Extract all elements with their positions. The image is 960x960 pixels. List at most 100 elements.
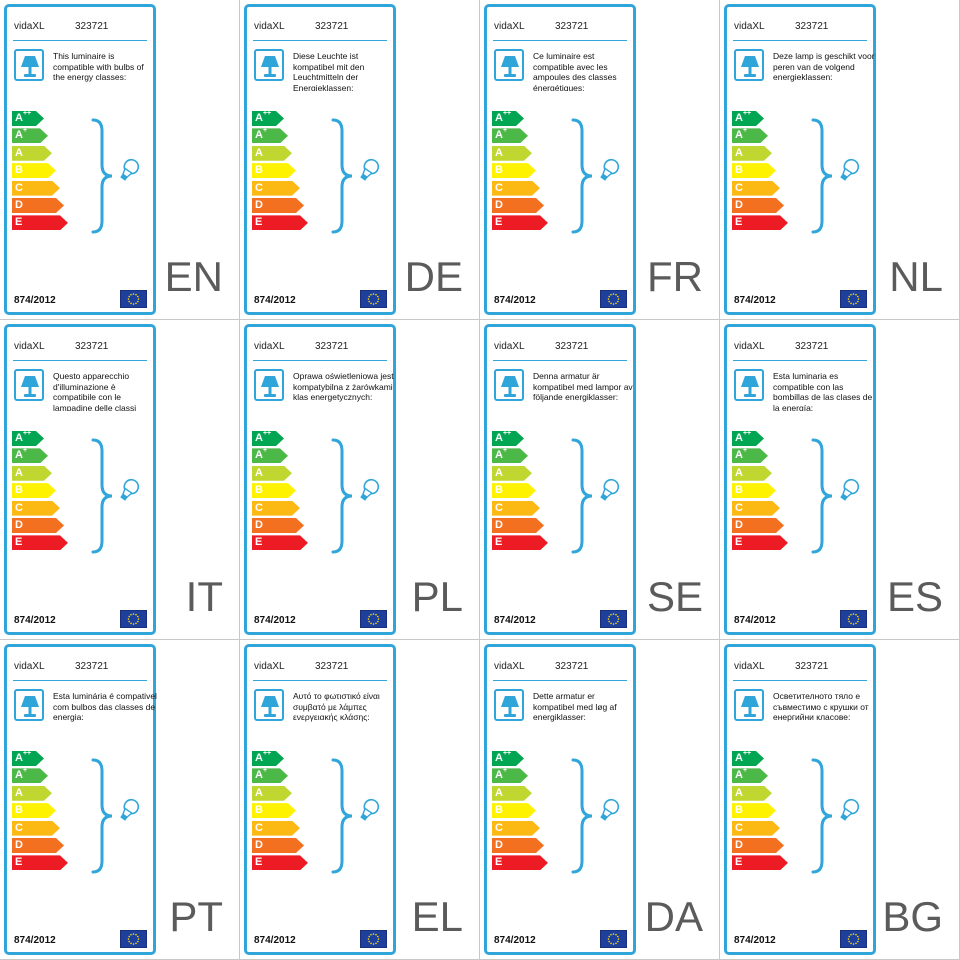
energy-class-arrow: A++ xyxy=(732,431,764,446)
energy-class-letter: B xyxy=(255,804,263,817)
energy-class-arrow: A++ xyxy=(732,751,764,766)
brand-name: vidaXL xyxy=(254,341,285,352)
table-lamp-icon xyxy=(14,689,44,721)
light-bulb-icon xyxy=(595,157,625,188)
language-code: ES xyxy=(886,573,943,620)
energy-class-letter: A xyxy=(15,432,23,444)
energy-label-card: vidaXL 323721 Deze lamp is geschikt voor p… xyxy=(724,4,876,315)
energy-class-arrow: C xyxy=(732,821,780,836)
language-code: SE xyxy=(646,573,703,620)
energy-class-plus: ++ xyxy=(262,110,272,117)
label-cell-se: vidaXL 323721 Denna armatur är kompatibel … xyxy=(480,320,720,640)
eu-flag-icon xyxy=(120,610,147,628)
energy-label-card: vidaXL 323721 This luminaire is compatible… xyxy=(4,4,156,315)
header-divider xyxy=(253,680,387,681)
header-divider xyxy=(253,360,387,361)
energy-class-arrow: C xyxy=(252,821,300,836)
eu-flag-icon xyxy=(120,290,147,308)
energy-class-letter: A xyxy=(495,112,503,124)
energy-class-letter: A xyxy=(255,769,263,782)
energy-class-letter: A xyxy=(735,146,743,159)
energy-class-arrow: C xyxy=(12,821,60,836)
light-bulb-icon xyxy=(835,157,865,188)
brand-name: vidaXL xyxy=(494,21,525,32)
energy-class-arrow: A xyxy=(252,786,292,801)
eu-flag-icon xyxy=(600,610,627,628)
energy-class-letter: A xyxy=(255,752,263,764)
light-bulb-icon xyxy=(115,477,145,508)
energy-class-letter: A xyxy=(495,146,503,159)
energy-class-letter: A xyxy=(255,786,263,799)
energy-class-letter: E xyxy=(735,536,743,549)
energy-class-arrow: C xyxy=(732,501,780,516)
brand-name: vidaXL xyxy=(494,661,525,672)
light-bulb-icon xyxy=(835,797,865,828)
energy-class-scale: A++ A+ A B C D E xyxy=(12,431,72,561)
model-number: 323721 xyxy=(795,661,829,672)
energy-class-letter: B xyxy=(495,164,503,177)
header-divider xyxy=(13,680,147,681)
energy-class-letter: B xyxy=(495,804,503,817)
model-number: 323721 xyxy=(555,661,589,672)
compatibility-text: Ce luminaire est compatible avec les amp… xyxy=(533,51,617,91)
energy-class-arrow: A+ xyxy=(732,768,768,783)
energy-class-arrow: E xyxy=(12,855,68,870)
energy-class-letter: A xyxy=(735,432,743,444)
energy-class-arrow: E xyxy=(492,535,548,550)
energy-class-arrow: A++ xyxy=(252,431,284,446)
energy-class-plus: ++ xyxy=(502,750,512,757)
energy-class-letter: A xyxy=(15,129,23,142)
energy-class-plus: + xyxy=(502,127,508,135)
energy-class-plus: + xyxy=(742,127,748,135)
energy-class-plus: + xyxy=(502,447,508,455)
energy-class-arrow: A xyxy=(252,146,292,161)
energy-class-letter: A xyxy=(495,449,503,462)
energy-class-letter: D xyxy=(255,198,263,211)
label-cell-it: vidaXL 323721 Questo apparecchio d'illumin… xyxy=(0,320,240,640)
model-number: 323721 xyxy=(75,21,109,32)
language-code: PT xyxy=(169,893,223,940)
energy-class-letter: A xyxy=(15,112,23,124)
regulation-number: 874/2012 xyxy=(254,615,296,626)
energy-class-letter: C xyxy=(495,181,503,194)
energy-class-letter: A xyxy=(15,786,23,799)
curly-brace-icon xyxy=(570,117,596,240)
table-lamp-icon xyxy=(734,369,764,401)
model-number: 323721 xyxy=(315,21,349,32)
energy-class-letter: A xyxy=(735,752,743,764)
energy-class-arrow: B xyxy=(492,163,536,178)
energy-class-letter: E xyxy=(15,536,23,549)
label-cell-en: vidaXL 323721 This luminaire is compatible… xyxy=(0,0,240,320)
table-lamp-icon xyxy=(494,49,524,81)
energy-class-arrow: E xyxy=(732,855,788,870)
brand-name: vidaXL xyxy=(254,661,285,672)
energy-label-card: vidaXL 323721 Αυτό το φωτιστικό είναι συμβ… xyxy=(244,644,396,955)
header-divider xyxy=(493,40,627,41)
energy-class-letter: A xyxy=(735,112,743,124)
energy-class-letter: A xyxy=(495,752,503,764)
model-number: 323721 xyxy=(555,21,589,32)
energy-class-letter: E xyxy=(495,536,503,549)
energy-class-letter: E xyxy=(495,856,503,869)
regulation-number: 874/2012 xyxy=(14,295,56,306)
energy-class-arrow: A+ xyxy=(492,448,528,463)
energy-class-arrow: A+ xyxy=(252,448,288,463)
energy-class-arrow: A xyxy=(732,786,772,801)
energy-class-letter: D xyxy=(15,518,23,531)
energy-class-letter: C xyxy=(15,501,23,514)
table-lamp-icon xyxy=(494,369,524,401)
energy-class-arrow: C xyxy=(252,501,300,516)
brand-name: vidaXL xyxy=(734,661,765,672)
regulation-number: 874/2012 xyxy=(494,935,536,946)
regulation-number: 874/2012 xyxy=(14,615,56,626)
table-lamp-icon xyxy=(254,369,284,401)
curly-brace-icon xyxy=(90,117,116,240)
energy-class-letter: A xyxy=(15,752,23,764)
energy-class-letter: B xyxy=(735,804,743,817)
energy-class-arrow: A++ xyxy=(12,431,44,446)
header-divider xyxy=(13,360,147,361)
energy-class-scale: A++ A+ A B C D E xyxy=(492,111,552,241)
curly-brace-icon xyxy=(810,757,836,880)
eu-flag-icon xyxy=(840,290,867,308)
energy-class-arrow: A+ xyxy=(492,768,528,783)
